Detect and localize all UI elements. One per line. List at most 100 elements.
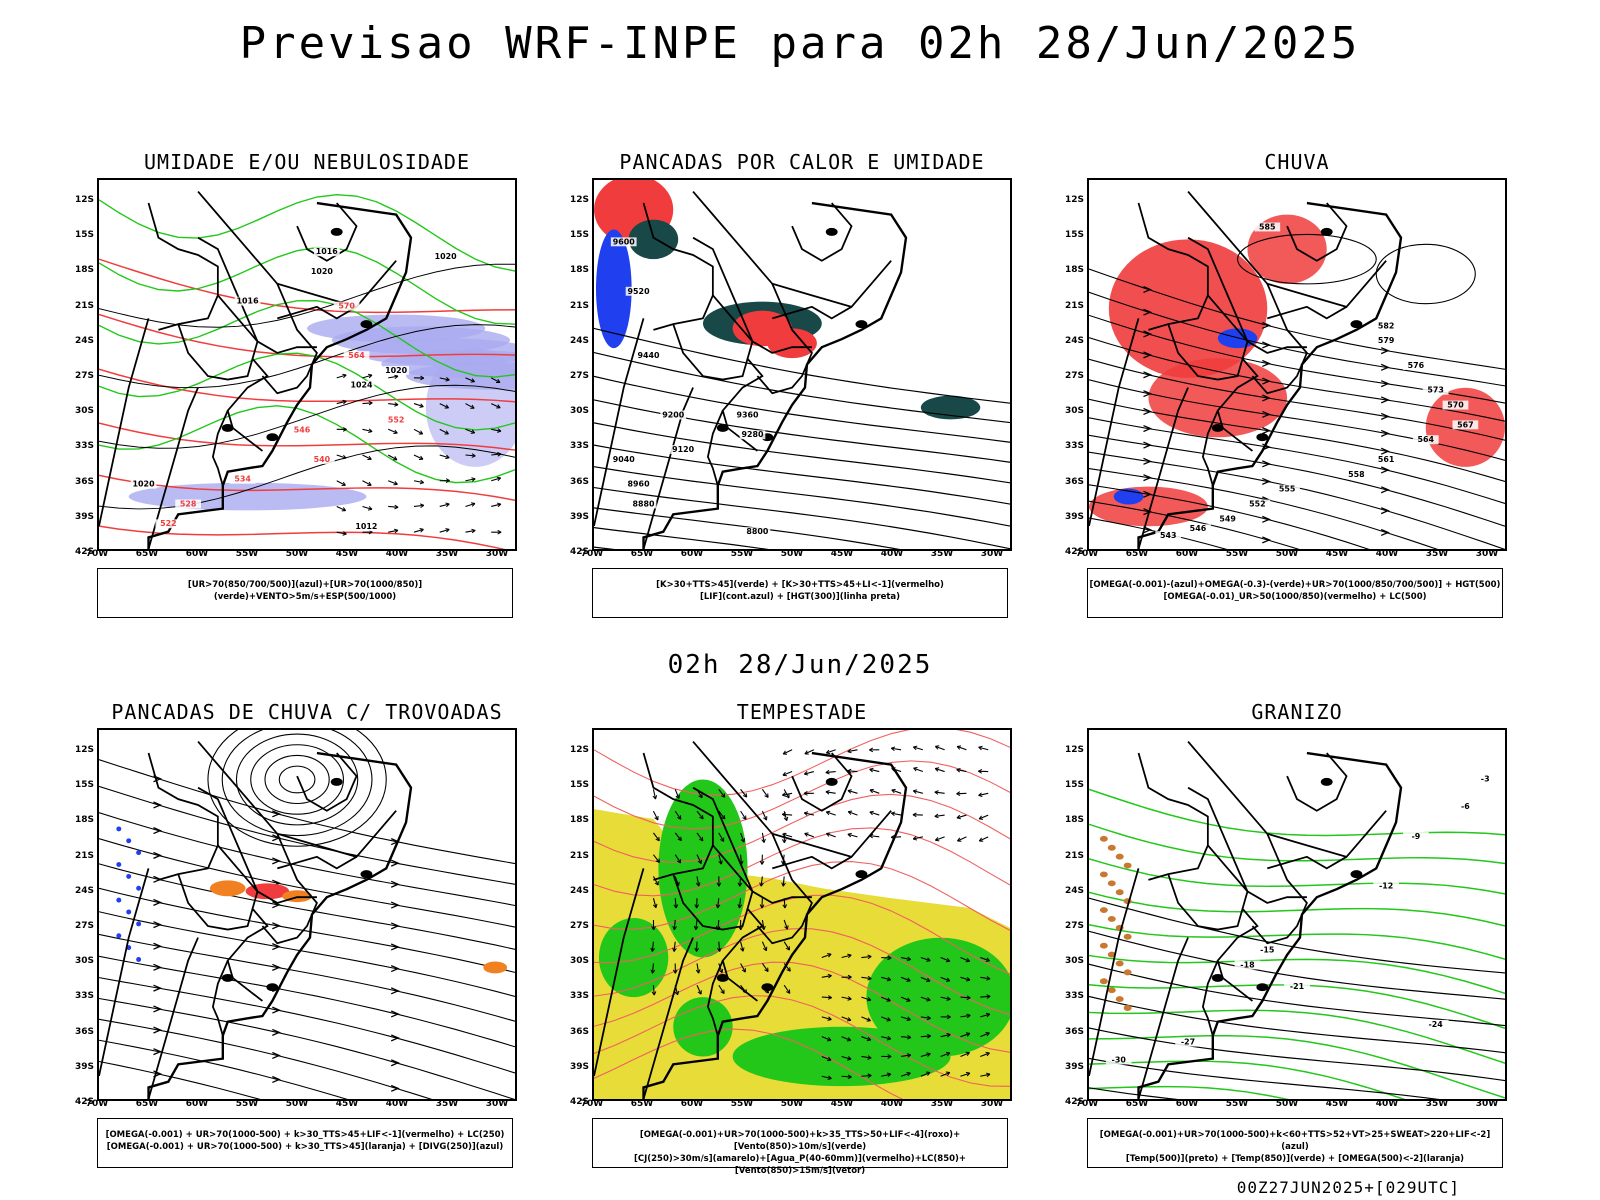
lon-tick-label: 40W [880,1099,904,1109]
contour-label: 567 [1457,420,1474,429]
state-border [692,236,764,452]
state-border [756,283,813,395]
lat-tick-label: 39S [1064,1061,1084,1072]
contour-label: 582 [1378,321,1395,330]
state-border [1267,855,1347,870]
lon-tick-label: 70W [85,549,109,559]
panel-title-umidade: UMIDADE E/OU NEBULOSIDADE [143,150,471,174]
contour-label: -30 [1112,1055,1127,1064]
state-border [217,844,317,904]
field-layer [594,730,1010,1099]
lon-tick-label: 70W [1075,1099,1099,1109]
contour-label: 534 [234,475,251,484]
legend-line: [OMEGA(-0.01)_UR>50(1000/850)(vermelho) … [1163,592,1427,602]
lake [1350,870,1363,879]
contour-label: 9040 [613,455,636,464]
lat-tick-label: 33S [74,991,94,1002]
lat-tick-label: 24S [74,885,94,896]
state-border [791,752,853,812]
lake [1350,320,1363,329]
panel-title-pancadas-trovoadas: PANCADAS DE CHUVA C/ TROVOADAS [111,700,503,724]
run-info: 00Z27JUN2025+[029UTC] [1236,1178,1460,1197]
lon-tick-label: 65W [630,549,654,559]
lake [761,983,774,992]
state-border [712,844,812,904]
contour-label: 573 [1427,386,1444,395]
lon-tick-label: 50W [285,1099,309,1109]
lat-tick-label: 21S [1064,300,1084,311]
coastline [1137,201,1403,549]
lake [1256,433,1269,442]
lon-tick-label: 45W [1325,549,1349,559]
lat-tick-label: 21S [1064,850,1084,861]
legend-line: [OMEGA(-0.001)-(azul)+OMEGA(-0.3)-(verde… [1089,580,1501,590]
state-border [1089,868,1140,1077]
lon-tick-label: 40W [880,549,904,559]
contour-label: 8960 [628,480,651,489]
lat-tick-label: 36S [569,1026,589,1037]
lat-tick-label: 33S [74,441,94,452]
contour-label: 570 [1447,401,1464,410]
contour-labels: 1020 1016 1020 1024 1020 1016 1012 1020 570 564 55… [130,247,459,531]
lon-tick-label: 55W [1225,549,1249,559]
borders-layer [594,190,908,549]
lat-tick-label: 18S [1064,815,1084,826]
map-pancadas-trovoadas [97,728,517,1101]
contour-label: 543 [1160,531,1177,540]
lat-tick-label: 15S [569,230,589,241]
map-tempestade [592,728,1012,1101]
lake [221,423,234,432]
state-border [197,786,269,1002]
forecast-time-label: 02h 28/Jun/2025 [667,650,933,680]
lake [1320,777,1333,786]
lat-tick-label: 36S [74,476,94,487]
state-border [261,833,318,945]
lat-tick-label: 30S [74,956,94,967]
lon-tick-label: 30W [485,549,509,559]
lake [825,227,838,236]
contour-label: 1020 [311,267,334,276]
state-border [1201,410,1219,486]
lat-tick-label: 12S [74,745,94,755]
lake [266,433,279,442]
lon-tick-label: 60W [1175,1099,1199,1109]
lat-tick-label: 27S [569,921,589,931]
contour-label: 564 [348,351,365,360]
lat-tick-label: 15S [74,230,94,241]
lon-tick-label: 65W [1125,1099,1149,1109]
lon-tick-label: 60W [680,549,704,559]
lat-tick-label: 42S [569,547,589,557]
lat-tick-label: 30S [1064,406,1084,417]
lat-tick-label: 24S [569,335,589,346]
lat-tick-label: 30S [569,956,589,967]
lat-tick-label: 27S [1064,371,1084,381]
state-border [712,294,812,354]
lon-tick-label: 70W [85,1099,109,1109]
state-border [692,786,764,1002]
coastline [147,201,413,549]
state-border [296,752,358,812]
legend-line: [OMEGA(-0.001) + UR>70(1000-500) + k>30_… [106,1142,504,1152]
map-pancadas-calor: 9600 9520 9440 9360 9280 9200 9120 9040 8960 8880… [592,178,1012,551]
state-border [594,868,645,1077]
field-layer [99,193,515,549]
lon-tick-label: 30W [485,1099,509,1109]
lat-tick-label: 36S [74,1026,94,1037]
panel-title-chuva: CHUVA [1264,150,1330,174]
state-border [1137,387,1189,549]
contour-label: 9440 [637,351,660,360]
lon-tick-label: 55W [730,1099,754,1109]
lake [266,983,279,992]
lat-tick-label: 15S [1064,230,1084,241]
contour-label: 558 [1348,470,1365,479]
legend-pancadas-trovoadas: [OMEGA(-0.001) + UR>70(1000-500) + k>30_… [97,1118,513,1168]
lat-tick-label: 42S [1064,547,1084,557]
lake [1256,983,1269,992]
contour-label: 1024 [350,381,373,390]
lon-tick-label: 65W [1125,549,1149,559]
contour-label: 546 [1190,524,1207,533]
lon-tick-label: 60W [185,549,209,559]
lake [716,973,729,982]
state-border [217,294,317,354]
